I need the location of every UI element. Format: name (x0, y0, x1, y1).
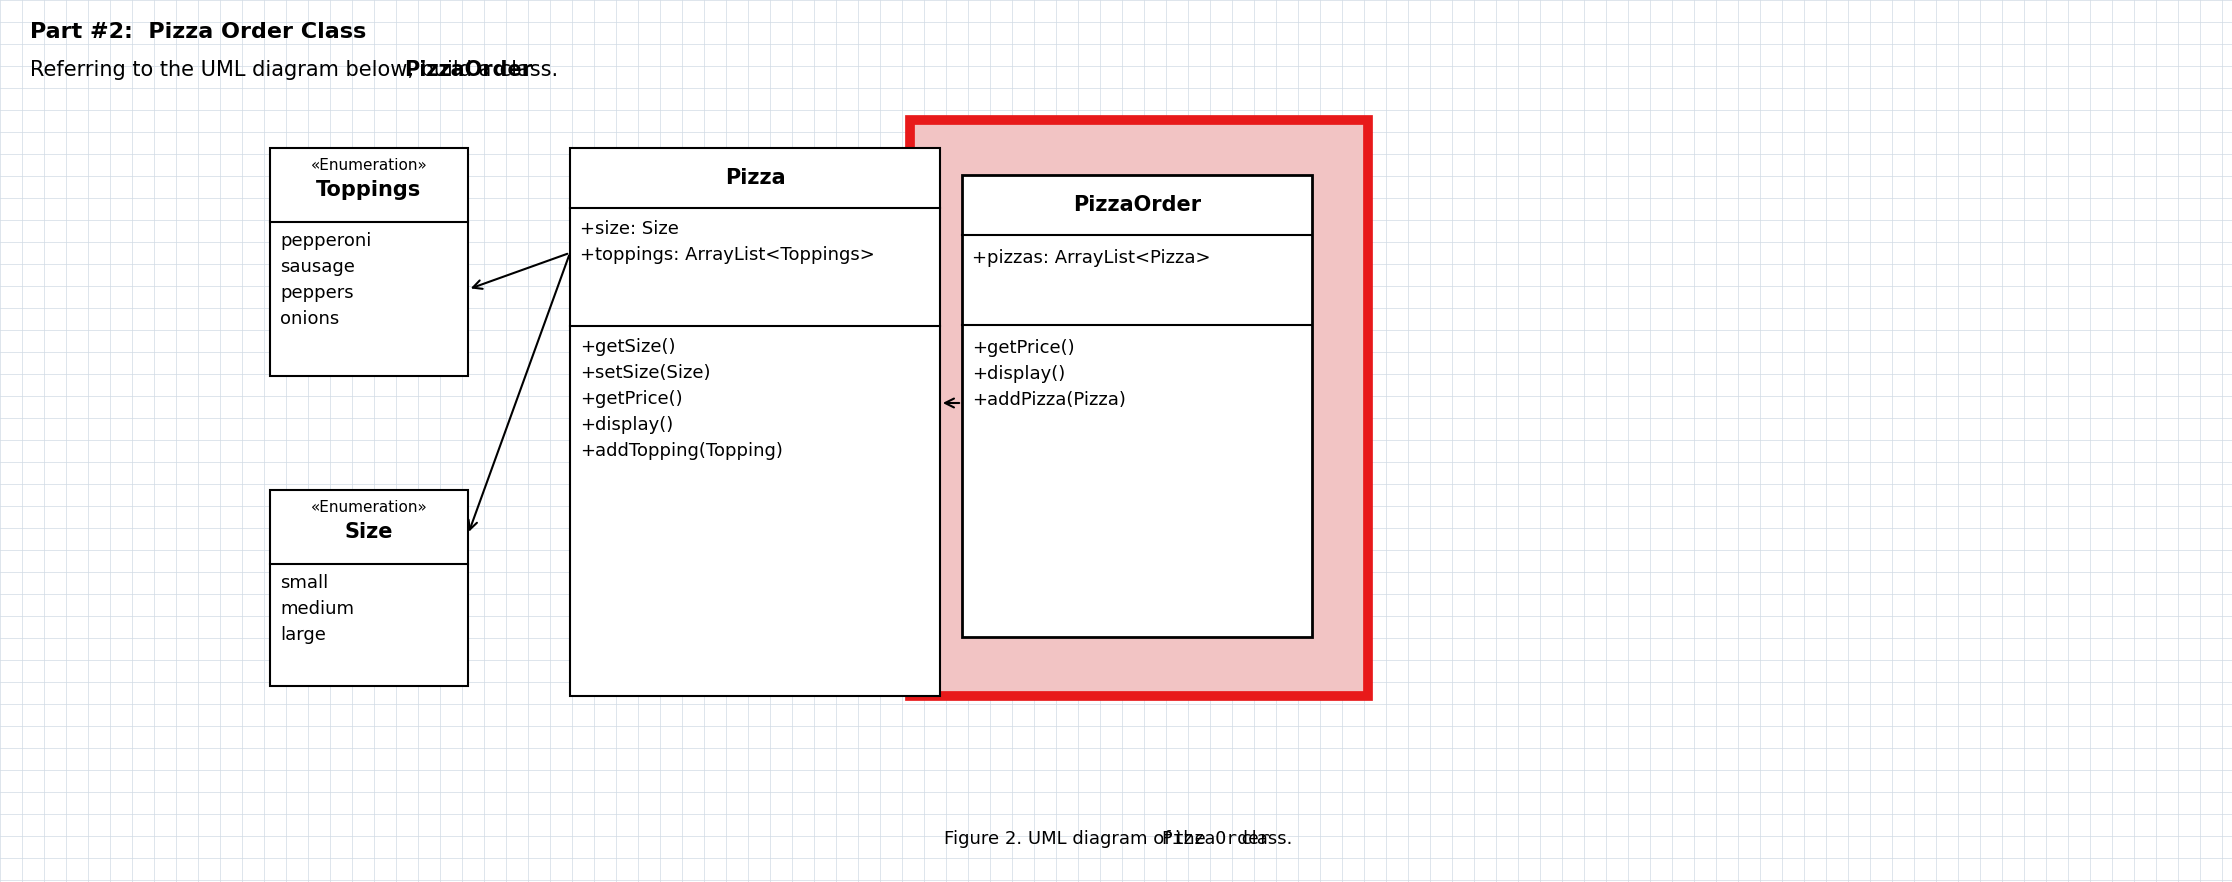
Text: +display(): +display() (580, 416, 674, 434)
Text: class.: class. (1237, 830, 1292, 848)
Text: +setSize(Size): +setSize(Size) (580, 364, 710, 382)
Text: PizzaOrder: PizzaOrder (1074, 195, 1201, 215)
Bar (911, 120, 1368, 696)
Text: PizzaOrder: PizzaOrder (404, 60, 531, 80)
Text: +addPizza(Pizza): +addPizza(Pizza) (971, 391, 1125, 409)
Text: +getSize(): +getSize() (580, 338, 676, 356)
Text: +getPrice(): +getPrice() (580, 390, 683, 408)
Bar (270, 148, 469, 376)
Text: +pizzas: ArrayList<Pizza>: +pizzas: ArrayList<Pizza> (971, 249, 1210, 267)
Text: Referring to the UML diagram below, build a: Referring to the UML diagram below, buil… (29, 60, 498, 80)
Text: PizzaOrder: PizzaOrder (1161, 830, 1270, 848)
Text: +display(): +display() (971, 365, 1065, 383)
Text: Size: Size (344, 522, 393, 542)
Text: large: large (279, 626, 326, 644)
Text: «Enumeration»: «Enumeration» (310, 158, 426, 173)
Text: Part #2:  Pizza Order Class: Part #2: Pizza Order Class (29, 22, 366, 42)
Text: Toppings: Toppings (317, 180, 422, 200)
Bar (962, 175, 1312, 637)
Text: onions: onions (279, 310, 339, 328)
Text: medium: medium (279, 600, 355, 618)
Text: +size: Size: +size: Size (580, 220, 679, 238)
Text: Pizza: Pizza (725, 168, 786, 188)
Text: peppers: peppers (279, 284, 353, 302)
Bar (569, 148, 940, 696)
Text: pepperoni: pepperoni (279, 232, 371, 250)
Bar (270, 490, 469, 686)
Text: «Enumeration»: «Enumeration» (310, 500, 426, 515)
Text: sausage: sausage (279, 258, 355, 276)
Text: +addTopping(Topping): +addTopping(Topping) (580, 442, 783, 460)
Text: +toppings: ArrayList<Toppings>: +toppings: ArrayList<Toppings> (580, 246, 875, 264)
Text: +getPrice(): +getPrice() (971, 339, 1074, 357)
Text: small: small (279, 574, 328, 592)
Text: class.: class. (493, 60, 558, 80)
Text: Figure 2. UML diagram of the: Figure 2. UML diagram of the (944, 830, 1212, 848)
